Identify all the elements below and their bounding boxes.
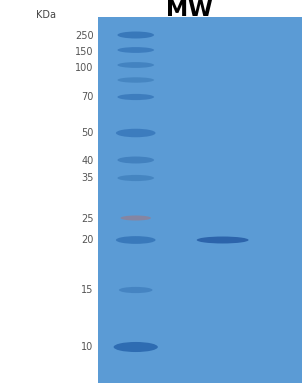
Ellipse shape (116, 129, 156, 137)
Ellipse shape (120, 216, 151, 221)
Ellipse shape (117, 94, 154, 100)
Text: 15: 15 (81, 285, 94, 295)
Bar (98, 17, 302, 383)
Text: MW: MW (166, 0, 212, 20)
Ellipse shape (113, 342, 158, 352)
Ellipse shape (119, 287, 152, 293)
Text: 150: 150 (75, 47, 94, 57)
Text: KDa: KDa (36, 10, 56, 21)
Text: 20: 20 (81, 235, 94, 245)
Text: 250: 250 (75, 31, 94, 41)
Ellipse shape (116, 236, 156, 244)
Ellipse shape (117, 175, 154, 181)
Ellipse shape (117, 77, 154, 83)
Ellipse shape (117, 31, 154, 38)
Ellipse shape (117, 62, 154, 68)
Text: 35: 35 (81, 173, 94, 183)
Text: 40: 40 (81, 156, 94, 166)
Text: 70: 70 (81, 92, 94, 102)
Text: 10: 10 (81, 342, 94, 352)
Ellipse shape (117, 47, 154, 53)
Text: 100: 100 (75, 63, 94, 73)
Ellipse shape (197, 236, 249, 243)
Text: 25: 25 (81, 214, 94, 224)
Text: 50: 50 (81, 128, 94, 138)
Ellipse shape (117, 156, 154, 163)
